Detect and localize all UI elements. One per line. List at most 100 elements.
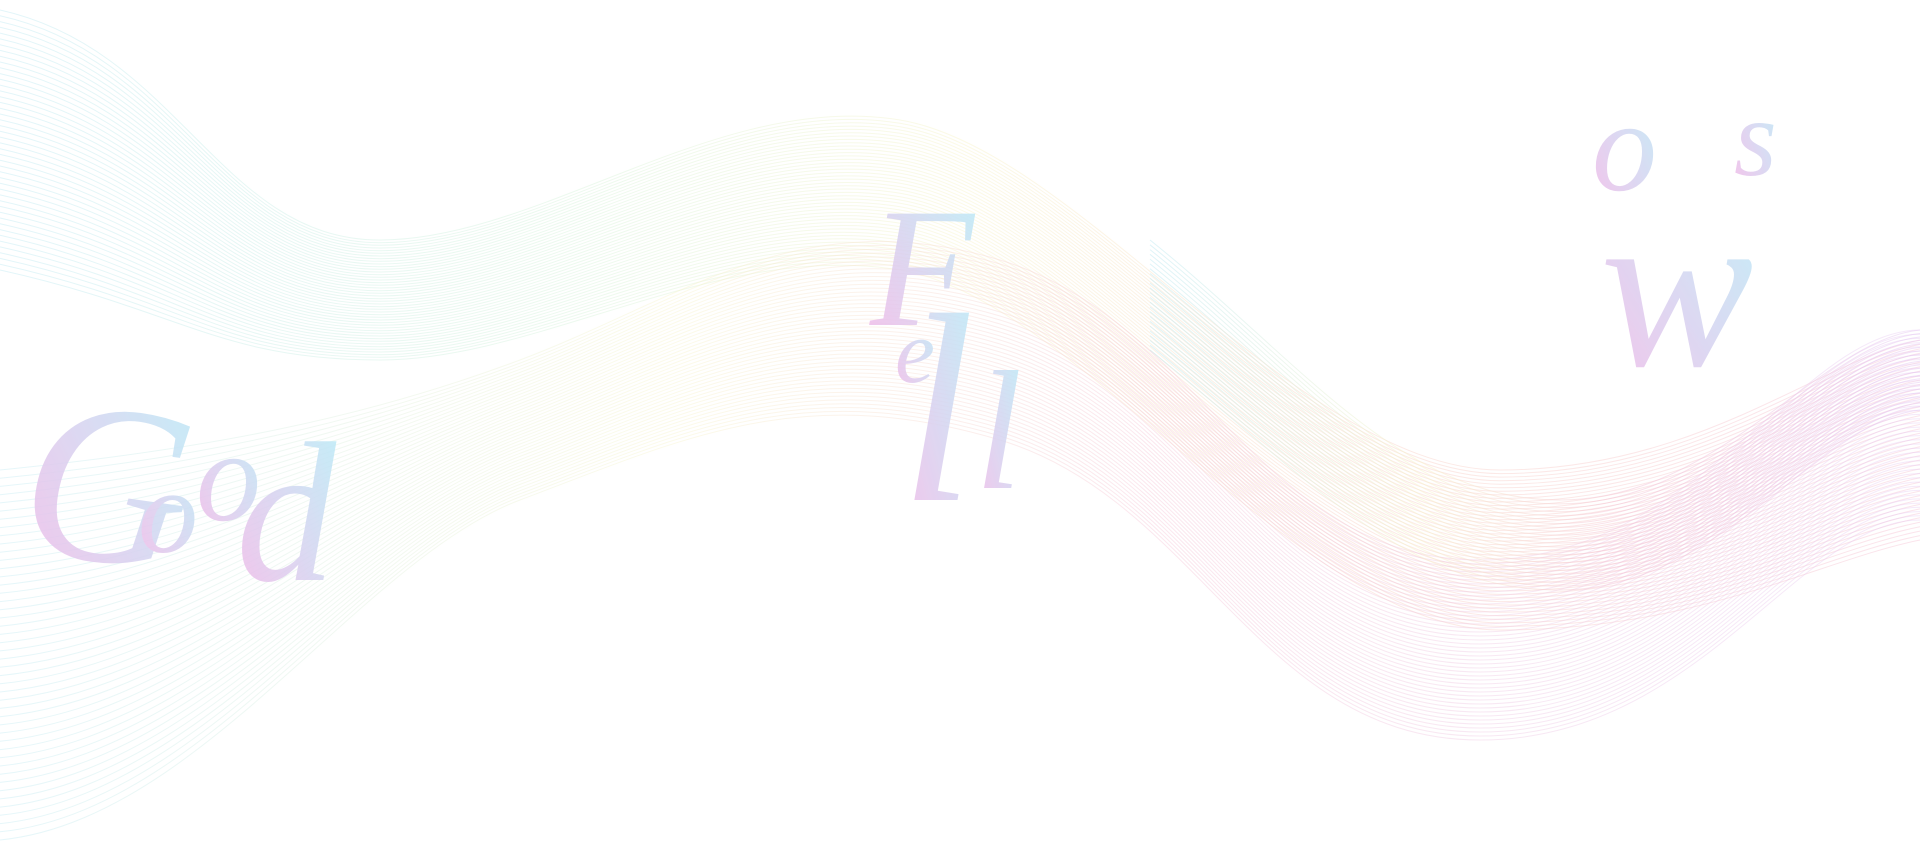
ribbon-lines-lower bbox=[0, 241, 1920, 841]
ribbon-line bbox=[0, 345, 1920, 693]
ribbon-line bbox=[0, 244, 1920, 565]
ribbon-line bbox=[0, 257, 1920, 624]
ribbon-line bbox=[0, 264, 1920, 631]
ribbon-line bbox=[0, 256, 1920, 577]
ribbon-line bbox=[1149, 282, 1920, 536]
ribbon-line bbox=[0, 314, 1920, 637]
ribbon-line bbox=[0, 171, 1920, 571]
ribbon-line bbox=[0, 268, 1920, 589]
ribbon-line bbox=[0, 159, 1920, 563]
ribbon-line bbox=[0, 96, 1920, 524]
ribbon-line bbox=[0, 194, 1920, 585]
ribbon-line bbox=[1149, 297, 1920, 548]
letter-w: w bbox=[1600, 160, 1753, 415]
letter-l-2: l bbox=[975, 337, 1022, 525]
fellows-lettering: F e l l o w s bbox=[869, 75, 1777, 559]
letter-e: e bbox=[895, 303, 935, 402]
ribbon-line bbox=[0, 90, 1920, 521]
ribbon-line bbox=[0, 361, 1920, 726]
ribbon-line bbox=[0, 318, 1920, 641]
ribbon-line bbox=[0, 353, 1920, 709]
ribbon-line bbox=[0, 78, 1920, 514]
letter-o-3: o bbox=[1592, 75, 1657, 219]
letter-d: d bbox=[236, 403, 337, 624]
ribbon-line bbox=[0, 84, 1920, 517]
ribbon-line bbox=[1149, 311, 1920, 560]
ribbon-line bbox=[0, 9, 1920, 471]
ribbon-line bbox=[1149, 349, 1920, 591]
letter-o-1: o bbox=[138, 445, 198, 578]
good-lettering: G o o d bbox=[8, 346, 337, 624]
ribbon-line bbox=[1149, 340, 1920, 583]
ribbon-line bbox=[0, 55, 1920, 499]
ribbon-line bbox=[0, 337, 1920, 677]
ribbon-line bbox=[0, 372, 1920, 751]
ribbon-line bbox=[1149, 335, 1920, 579]
ribbon-line bbox=[0, 200, 1920, 588]
ribbon-lines-far-right bbox=[1149, 239, 1920, 591]
ribbon-line bbox=[1149, 330, 1920, 575]
ribbon-line bbox=[0, 67, 1920, 507]
ribbon-line bbox=[0, 26, 1920, 482]
ribbon-line bbox=[0, 211, 1920, 595]
ribbon-line bbox=[1149, 253, 1920, 513]
ribbon-line bbox=[0, 384, 1920, 775]
letter-s: s bbox=[1734, 77, 1777, 199]
letter-G: G bbox=[8, 346, 208, 622]
ribbon-line bbox=[0, 310, 1920, 633]
ribbon-line bbox=[0, 357, 1920, 718]
ribbon-line bbox=[1149, 292, 1920, 544]
ribbon-line bbox=[0, 182, 1920, 578]
ribbon-line bbox=[1149, 287, 1920, 540]
ribbon-line bbox=[1149, 263, 1920, 521]
ribbon-line bbox=[0, 49, 1920, 496]
ribbon-line bbox=[0, 21, 1920, 478]
ribbon-line bbox=[0, 15, 1920, 475]
ribbon-line bbox=[0, 252, 1920, 620]
letter-l-1: l bbox=[900, 260, 975, 559]
ribbon-line bbox=[0, 395, 1920, 800]
ribbon-line bbox=[0, 261, 1920, 627]
ribbon-line bbox=[1149, 239, 1920, 501]
ribbon-line bbox=[1149, 244, 1920, 505]
ribbon-line bbox=[0, 407, 1920, 825]
ribbon-line bbox=[0, 349, 1920, 701]
ribbon-line bbox=[1149, 268, 1920, 525]
ribbon-line bbox=[0, 380, 1920, 767]
ribbon-line bbox=[0, 364, 1920, 734]
ribbon-line bbox=[0, 399, 1920, 808]
ribbon-line bbox=[0, 44, 1920, 492]
ribbon-line bbox=[1149, 316, 1920, 564]
ribbon-line bbox=[0, 61, 1920, 503]
ribbon-line bbox=[1149, 344, 1920, 587]
letter-o-2: o bbox=[196, 405, 261, 549]
ribbon-line bbox=[0, 223, 1920, 603]
ribbon-line bbox=[0, 248, 1920, 569]
ribbon-line bbox=[0, 330, 1920, 660]
ribbon-line bbox=[0, 229, 1920, 606]
ribbon-line bbox=[0, 177, 1920, 574]
ribbon-line bbox=[1149, 301, 1920, 552]
ribbon-line bbox=[0, 387, 1920, 783]
ribbon-line bbox=[1149, 325, 1920, 571]
ribbon-line bbox=[0, 391, 1920, 792]
ribbon-line bbox=[0, 205, 1920, 592]
ribbon-line bbox=[0, 341, 1920, 685]
ribbon-line bbox=[1149, 258, 1920, 517]
ribbon-line bbox=[0, 368, 1920, 742]
ribbon-line bbox=[1149, 249, 1920, 509]
ribbon-line bbox=[1149, 306, 1920, 556]
ribbon-line bbox=[0, 403, 1920, 816]
ribbon-line bbox=[0, 334, 1920, 668]
ribbon-line bbox=[0, 73, 1920, 510]
ribbon-line bbox=[0, 414, 1920, 841]
ribbon-line bbox=[1149, 273, 1920, 528]
ribbon-line bbox=[0, 38, 1920, 489]
ribbon-line bbox=[0, 264, 1920, 585]
ribbon-line bbox=[0, 260, 1920, 581]
ribbon-line bbox=[0, 32, 1920, 485]
ribbon-line bbox=[0, 188, 1920, 581]
ribbon-line bbox=[0, 165, 1920, 567]
